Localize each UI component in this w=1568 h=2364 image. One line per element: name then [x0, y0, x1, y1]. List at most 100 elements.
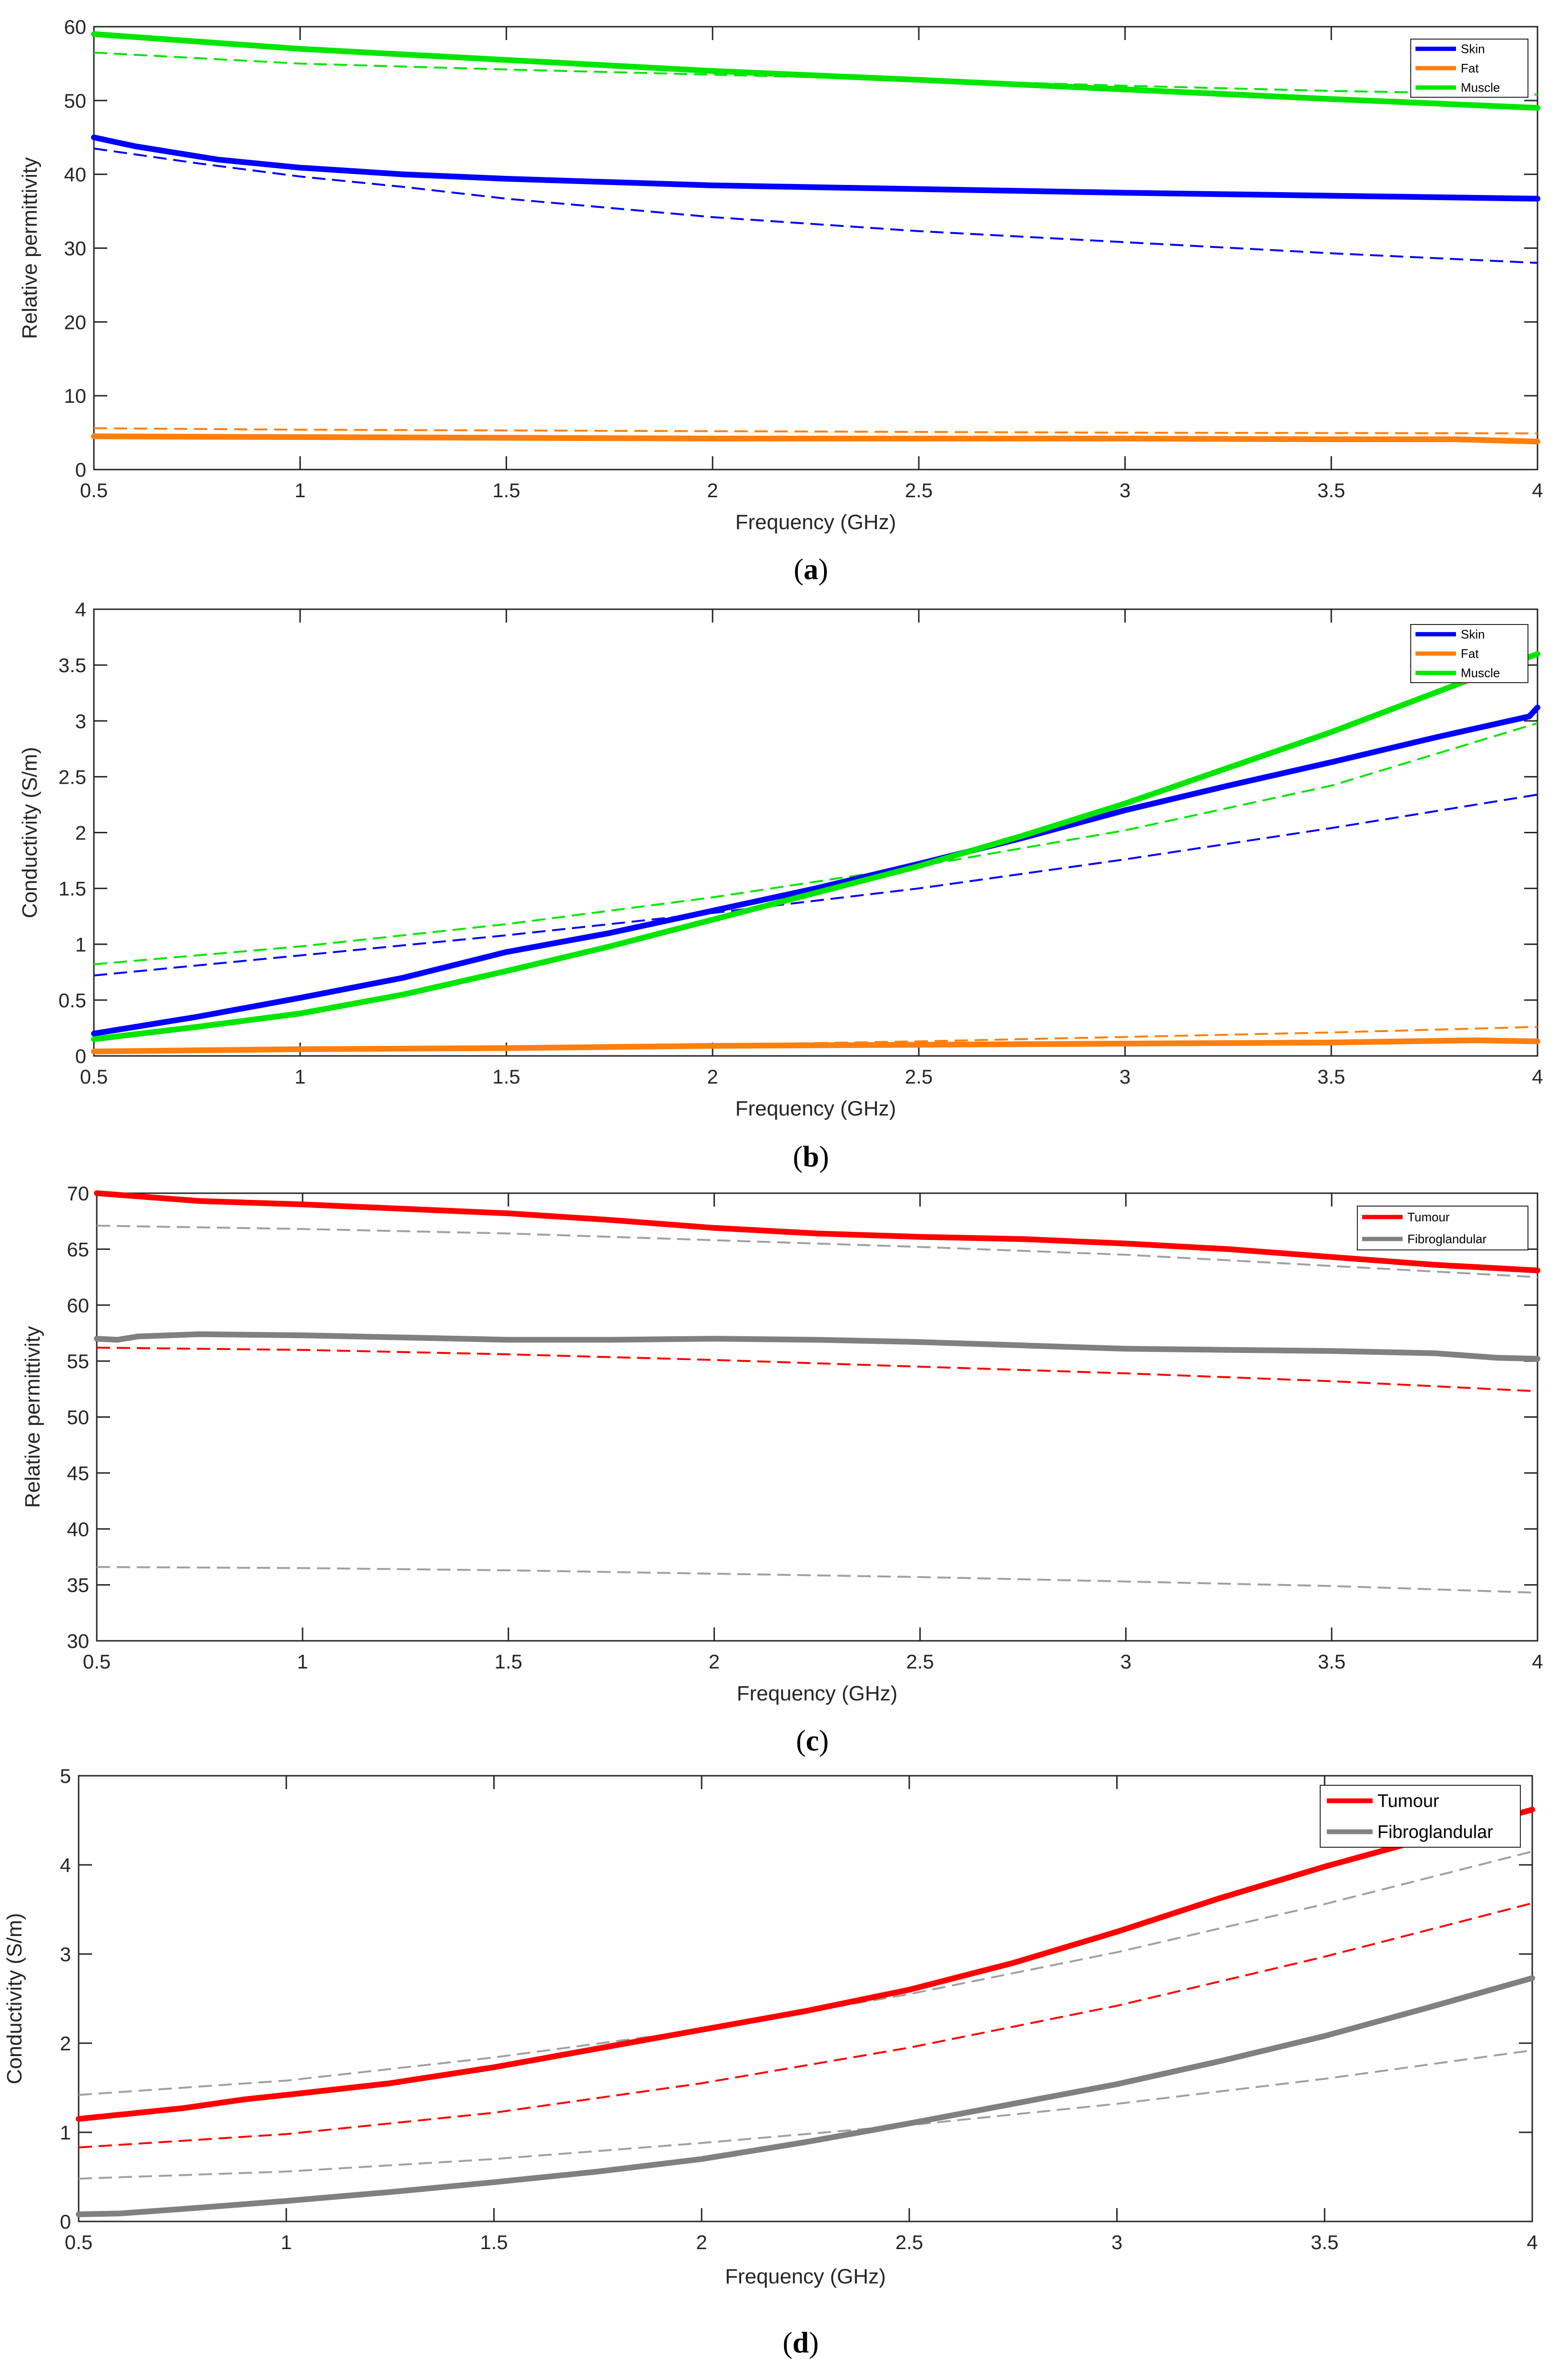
x-tick-label: 1 [281, 2231, 292, 2253]
x-tick-label: 4 [1527, 2231, 1537, 2253]
y-tick-label: 10 [64, 385, 86, 407]
panel-caption-letter: a [804, 553, 818, 586]
series-line-tumour-model [96, 1347, 1538, 1392]
legend-label: Muscle [1461, 666, 1500, 680]
series-line-fibroglandular [76, 1975, 1535, 2217]
panel-caption: (c) [796, 1725, 829, 1757]
chart-panel-d: 0.5 1 1.5 2 2.5 3 3.5 4 0 1 2 3 4 5 Frequency (GHz) Con… [3, 1765, 1538, 2359]
plot-area [96, 1192, 1538, 1642]
x-tick-label: 2.5 [905, 479, 933, 501]
x-tick-label: 1.5 [480, 2231, 508, 2253]
x-tick-label: 0.5 [80, 1065, 108, 1088]
x-tick-label: 4 [1532, 1065, 1543, 1088]
x-tick-label: 3.5 [1318, 1650, 1345, 1673]
y-tick-label: 1.5 [59, 878, 86, 900]
x-tick-label: 3 [1120, 1650, 1131, 1673]
y-tick-label: 4 [75, 598, 86, 621]
x-axis-label: Frequency (GHz) [737, 1682, 897, 1705]
series-line-muscle [91, 651, 1540, 1042]
chart-panel-c: 0.5 1 1.5 2 2.5 3 3.5 4 30 35 40 45 50 55 60 65 70 Freque… [21, 1182, 1543, 1757]
legend-label: Fat [1461, 61, 1479, 75]
series-line-skin-model [93, 793, 1538, 977]
x-tick-label: 3.5 [1317, 479, 1345, 501]
y-tick-label: 70 [67, 1182, 89, 1205]
y-tick-label: 3 [75, 710, 86, 732]
x-axis-label: Frequency (GHz) [735, 1097, 896, 1120]
legend-label: Fat [1461, 646, 1479, 661]
y-tick-label: 60 [64, 16, 86, 38]
legend-label: Fibroglandular [1377, 1822, 1493, 1842]
legend-box [1357, 1206, 1528, 1250]
x-tick-label: 0.5 [65, 2231, 92, 2253]
series-line-muscle [91, 31, 1540, 111]
y-tick-label: 60 [67, 1294, 89, 1317]
plot-area [93, 26, 1538, 471]
y-tick-label: 45 [67, 1462, 89, 1484]
legend-box [1320, 1785, 1521, 1848]
y-tick-label: 50 [64, 90, 86, 112]
y-tick-label: 1 [75, 933, 86, 956]
y-tick-label: 0 [75, 459, 86, 481]
series-line-tumour [76, 1807, 1535, 2122]
y-tick-label: 40 [67, 1518, 89, 1540]
x-tick-label: 4 [1532, 1650, 1543, 1673]
plot-area [93, 608, 1538, 1057]
legend-label: Tumour [1407, 1210, 1450, 1224]
y-axis-label: Conductivity (S/m) [18, 747, 41, 918]
legend-label: Skin [1461, 41, 1485, 56]
series-line-tumour-model [78, 1902, 1533, 2149]
legend-label: Muscle [1461, 81, 1500, 95]
y-tick-label: 3.5 [59, 654, 86, 676]
y-tick-label: 35 [67, 1574, 89, 1596]
series-line-skin [91, 705, 1540, 1037]
y-tick-label: 50 [67, 1406, 89, 1429]
y-tick-label: 3 [60, 1943, 71, 1965]
panel-caption-letter: b [803, 1141, 819, 1173]
series-line-fibroglandular [94, 1331, 1540, 1362]
x-tick-label: 2.5 [896, 2231, 923, 2253]
legend: Tumour Fibroglandular [1357, 1206, 1528, 1250]
y-tick-label: 2 [60, 2032, 71, 2055]
x-tick-label: 1 [295, 1065, 305, 1088]
y-tick-label: 5 [60, 1765, 71, 1787]
x-tick-label: 1.5 [492, 479, 520, 501]
chart-panel-b: 0.5 1 1.5 2 2.5 3 3.5 400.511.522.533.54Frequen… [18, 598, 1543, 1173]
legend-label: Fibroglandular [1407, 1232, 1487, 1246]
y-tick-label: 4 [60, 1854, 71, 1876]
x-tick-label: 4 [1532, 479, 1543, 501]
series-line-fat [91, 433, 1540, 445]
series-line-muscle-model [93, 722, 1538, 965]
y-tick-label: 2 [75, 822, 86, 844]
y-tick-label: 65 [67, 1238, 89, 1260]
panel-caption: (b) [793, 1141, 829, 1173]
y-tick-label: 0 [75, 1045, 86, 1067]
series-line-fat [91, 1037, 1540, 1054]
legend: Skin Fat Muscle [1410, 624, 1528, 683]
panel-caption-letter: d [793, 2327, 809, 2359]
x-tick-label: 3.5 [1311, 2231, 1338, 2253]
legend-label: Skin [1461, 627, 1485, 641]
x-tick-label: 2 [707, 479, 718, 501]
x-tick-label: 3 [1111, 2231, 1122, 2253]
y-tick-label: 40 [64, 164, 86, 186]
legend: Tumour Fibroglandular [1320, 1785, 1521, 1848]
x-tick-label: 0.5 [80, 479, 108, 501]
x-tick-label: 2.5 [905, 1065, 933, 1088]
series-line-skin [91, 134, 1540, 202]
y-tick-label: 0.5 [59, 989, 86, 1012]
x-tick-label: 3.5 [1317, 1065, 1345, 1088]
y-axis-label: Conductivity (S/m) [3, 1913, 26, 2084]
panel-caption: (d) [783, 2327, 819, 2359]
x-tick-label: 2 [707, 1065, 718, 1088]
y-tick-label: 30 [67, 1630, 89, 1652]
y-tick-label: 30 [64, 237, 86, 260]
plot-area [78, 1775, 1533, 2222]
x-tick-label: 2.5 [906, 1650, 934, 1673]
x-tick-label: 2 [709, 1650, 720, 1673]
series-line-fibroglandular-model-upper [96, 1225, 1538, 1279]
x-tick-label: 1.5 [495, 1650, 522, 1673]
x-axis-label: Frequency (GHz) [735, 511, 896, 534]
legend: Skin Fat Muscle [1410, 39, 1528, 98]
